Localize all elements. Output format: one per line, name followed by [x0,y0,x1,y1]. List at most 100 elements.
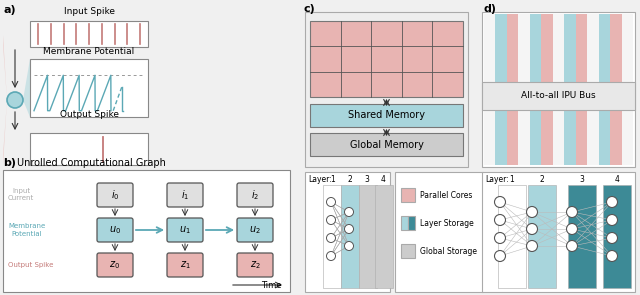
Circle shape [607,214,618,225]
Text: All-to-all IPU Bus: All-to-all IPU Bus [521,91,596,100]
Text: b): b) [3,158,16,168]
Text: $z_1$: $z_1$ [180,259,190,271]
Bar [530,14,541,82]
Circle shape [326,234,335,242]
Bar [610,14,621,82]
FancyBboxPatch shape [97,253,133,277]
Bar [507,14,518,82]
Text: 1: 1 [331,175,335,184]
Bar [482,172,635,292]
FancyBboxPatch shape [237,218,273,242]
Bar [30,133,148,165]
Text: $z_0$: $z_0$ [109,259,120,271]
Text: Output Spike: Output Spike [60,110,118,119]
Text: Unrolled Computational Graph: Unrolled Computational Graph [17,158,166,168]
Text: Shared Memory: Shared Memory [348,111,425,120]
Text: Global Memory: Global Memory [349,140,424,150]
Text: Membrane
Potential: Membrane Potential [8,224,45,237]
Circle shape [344,207,353,217]
Bar [598,110,610,165]
Circle shape [7,92,23,108]
Text: $u_2$: $u_2$ [249,224,261,236]
Text: $i_0$: $i_0$ [111,188,119,202]
Circle shape [326,197,335,206]
Circle shape [326,216,335,224]
Text: $u_1$: $u_1$ [179,224,191,236]
Text: 2: 2 [540,175,545,184]
Bar [401,216,408,230]
Text: Time: Time [262,281,282,289]
Text: $i_2$: $i_2$ [251,188,259,202]
Bar [498,185,526,288]
Text: Membrane Potential: Membrane Potential [44,47,134,56]
Bar [484,14,495,82]
Text: 3: 3 [365,175,369,184]
Bar [484,110,495,165]
Bar [518,110,530,165]
Circle shape [495,214,506,225]
FancyBboxPatch shape [167,253,203,277]
Bar [598,14,610,82]
Bar [495,14,507,82]
Bar [401,244,415,258]
Bar [603,185,631,288]
Text: Input
Current: Input Current [8,189,35,201]
Circle shape [607,250,618,261]
Bar [568,185,596,288]
FancyBboxPatch shape [237,253,273,277]
FancyBboxPatch shape [237,183,273,207]
Bar [576,110,587,165]
Text: Output Spike: Output Spike [8,262,53,268]
Circle shape [495,250,506,261]
Bar [610,110,621,165]
Text: 4: 4 [381,175,385,184]
Bar [30,21,148,47]
Text: Global Storage: Global Storage [420,247,477,255]
Bar [553,110,564,165]
Bar [541,14,553,82]
Bar [310,104,463,127]
Bar [530,110,541,165]
Text: $i_1$: $i_1$ [181,188,189,202]
Circle shape [566,240,577,252]
Bar [3,170,290,292]
FancyBboxPatch shape [97,183,133,207]
Circle shape [495,232,506,243]
Bar [341,185,359,288]
Bar [564,110,576,165]
Bar [621,110,633,165]
Bar [359,185,377,288]
Bar [495,110,507,165]
Circle shape [326,252,335,260]
Bar [310,133,463,156]
Polygon shape [23,59,30,117]
Text: Input Spike: Input Spike [63,7,115,16]
Circle shape [344,242,353,250]
Bar [305,172,390,292]
Bar [528,185,556,288]
Bar [482,82,635,110]
FancyBboxPatch shape [97,218,133,242]
Text: 1: 1 [509,175,515,184]
Text: $z_2$: $z_2$ [250,259,260,271]
Bar [553,14,564,82]
Bar [323,185,341,288]
Circle shape [527,206,538,217]
Bar [401,188,415,202]
FancyBboxPatch shape [167,183,203,207]
Bar [482,12,635,167]
Polygon shape [3,100,7,165]
Text: Parallel Cores: Parallel Cores [420,191,472,199]
Circle shape [495,196,506,207]
Circle shape [527,240,538,252]
Text: c): c) [303,4,315,14]
Bar [541,110,553,165]
Bar [375,185,393,288]
Polygon shape [3,35,7,100]
Bar [305,12,468,167]
Text: 4: 4 [614,175,620,184]
Bar [408,216,415,230]
Circle shape [607,232,618,243]
Circle shape [344,224,353,234]
Text: $u_0$: $u_0$ [109,224,121,236]
